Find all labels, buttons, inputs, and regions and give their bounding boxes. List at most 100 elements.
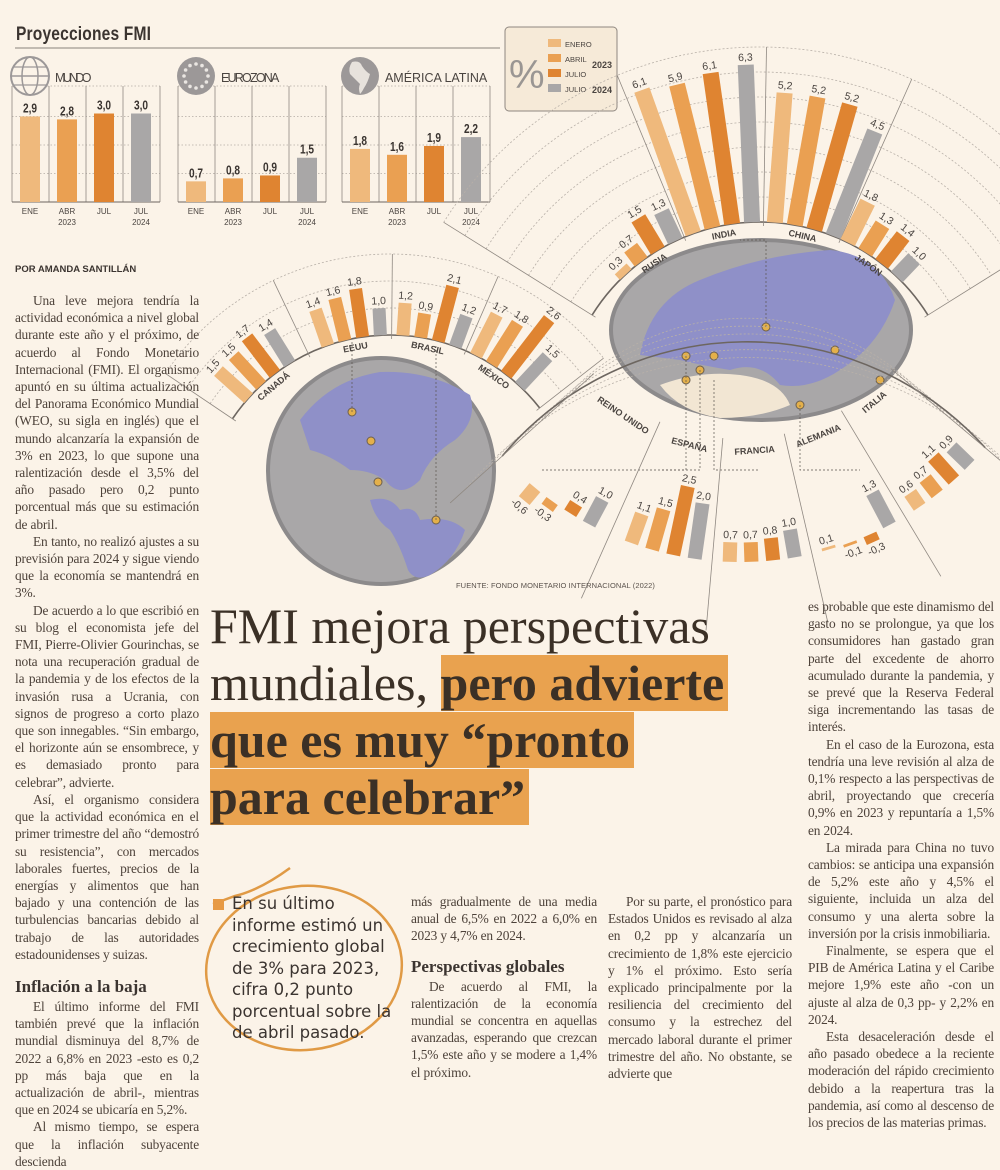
- bar: [825, 128, 883, 239]
- data-label: 3,0: [97, 98, 111, 112]
- bar: [214, 366, 253, 403]
- headline: FMI mejora perspectivas mundiales, pero …: [210, 598, 798, 826]
- grid-ring: [520, 333, 967, 440]
- country-label: REINO UNIDO: [595, 394, 650, 436]
- headline-highlight: para celebrar”: [210, 769, 530, 825]
- x-tick-label: JUL: [97, 207, 112, 216]
- data-label: 0,7: [723, 529, 738, 541]
- article-column-3: más gradualmente de una media anual de 6…: [411, 893, 597, 1081]
- data-label: 1,4: [304, 295, 322, 311]
- country-label: ALEMANIA: [794, 422, 842, 449]
- legend-swatch: [548, 69, 561, 77]
- group-divider: [165, 373, 237, 422]
- bar: [564, 500, 583, 517]
- data-label: 2,2: [464, 122, 479, 136]
- year-label: 2024: [462, 218, 480, 227]
- bar: [372, 307, 387, 336]
- leader-line: [740, 239, 767, 327]
- bar: [875, 231, 910, 269]
- star-icon: [183, 80, 188, 84]
- byline: POR AMANDA SANTILLÁN: [15, 264, 137, 275]
- country-label: INDIA: [711, 227, 737, 242]
- legend-label: JULIO: [565, 85, 586, 94]
- leader-line: [799, 405, 860, 471]
- country-marker-icon: [366, 436, 376, 446]
- bar: [582, 496, 609, 528]
- x-tick-label: ENE: [352, 207, 368, 216]
- percent-symbol: %: [509, 53, 545, 97]
- data-label: 1,6: [390, 140, 405, 154]
- data-label: 1,8: [346, 275, 362, 289]
- legend-swatch: [548, 39, 561, 47]
- legend-year: 2023: [592, 60, 612, 70]
- year-label: 2023: [224, 218, 242, 227]
- bar: [349, 287, 370, 338]
- bar: [470, 311, 503, 359]
- star-icon: [183, 68, 188, 72]
- paragraph: De acuerdo al FMI, la ralentización de l…: [411, 978, 597, 1080]
- data-label: 1,5: [300, 143, 315, 157]
- grid-ring: [506, 121, 1000, 263]
- article-column-4: Por su parte, el pronóstico para Estados…: [608, 893, 792, 1082]
- bar: [669, 82, 721, 230]
- bar: [624, 511, 649, 546]
- data-label: 1,0: [371, 295, 386, 308]
- data-label: 0,9: [263, 160, 278, 174]
- headline-highlight: que es muy “pronto: [210, 712, 634, 768]
- legend-swatch: [548, 54, 561, 62]
- bar: [666, 485, 695, 557]
- quote-bullet-icon: [213, 899, 224, 910]
- group-divider: [838, 79, 913, 243]
- star-icon: [182, 74, 186, 78]
- bar: [461, 137, 481, 202]
- grid-ring: [187, 280, 583, 389]
- year-label: 2023: [388, 218, 406, 227]
- grid-ring: [464, 357, 1000, 491]
- source-note: FUENTE: FONDO MONETARIO INTERNACIONAL (2…: [456, 581, 656, 590]
- leader-line: [713, 380, 760, 471]
- continent-shape: [349, 61, 370, 94]
- eu-stars-icon: [177, 57, 215, 95]
- bar: [722, 542, 738, 563]
- chart-title: MUNDO: [55, 71, 92, 85]
- paragraph: Así, el organismo considera que la activ…: [15, 791, 199, 962]
- data-label: 2,0: [695, 489, 711, 503]
- bar: [131, 113, 151, 202]
- chart-baseline-arc: [501, 341, 986, 457]
- bar: [737, 64, 761, 223]
- group-divider: [449, 373, 595, 504]
- data-label: 4,5: [868, 117, 886, 134]
- bar: [518, 483, 541, 506]
- paragraph: En el caso de la Eurozona, esta tendría …: [808, 736, 994, 838]
- data-label: 0,8: [226, 163, 241, 177]
- bar: [687, 502, 710, 560]
- star-icon: [204, 80, 209, 84]
- legend-label: JULIO: [565, 70, 586, 79]
- bar: [654, 208, 683, 245]
- bar: [786, 95, 826, 227]
- chart-title: EUROZONA: [221, 71, 280, 85]
- bar: [919, 474, 943, 499]
- bar: [328, 296, 352, 342]
- data-label: 1,5: [657, 495, 674, 511]
- bar: [350, 148, 370, 202]
- paragraph: Por su parte, el pronóstico para Estados…: [608, 894, 792, 1082]
- bar: [631, 214, 665, 255]
- legend: % ENERO ABRIL JULIO JULIO 2023 2024: [504, 26, 618, 112]
- bar: [743, 541, 759, 563]
- group-divider: [841, 410, 942, 577]
- group-divider: [536, 357, 604, 411]
- bar: [297, 157, 317, 202]
- paragraph: Esta desaceleración desde el año pasado …: [808, 1029, 994, 1131]
- x-tick-label: JUL: [300, 207, 315, 216]
- bar: [228, 351, 266, 390]
- bar: [702, 71, 741, 226]
- grid-ring: [464, 71, 1000, 236]
- country-marker-icon: [373, 477, 383, 487]
- data-label: 5,2: [843, 90, 860, 106]
- north-america-shape: [300, 371, 473, 490]
- pull-quote: En su último informe estimó un crecimien…: [232, 894, 392, 1042]
- bar: [843, 540, 858, 548]
- data-label: 6,1: [702, 59, 718, 73]
- x-tick-label: ENE: [22, 207, 38, 216]
